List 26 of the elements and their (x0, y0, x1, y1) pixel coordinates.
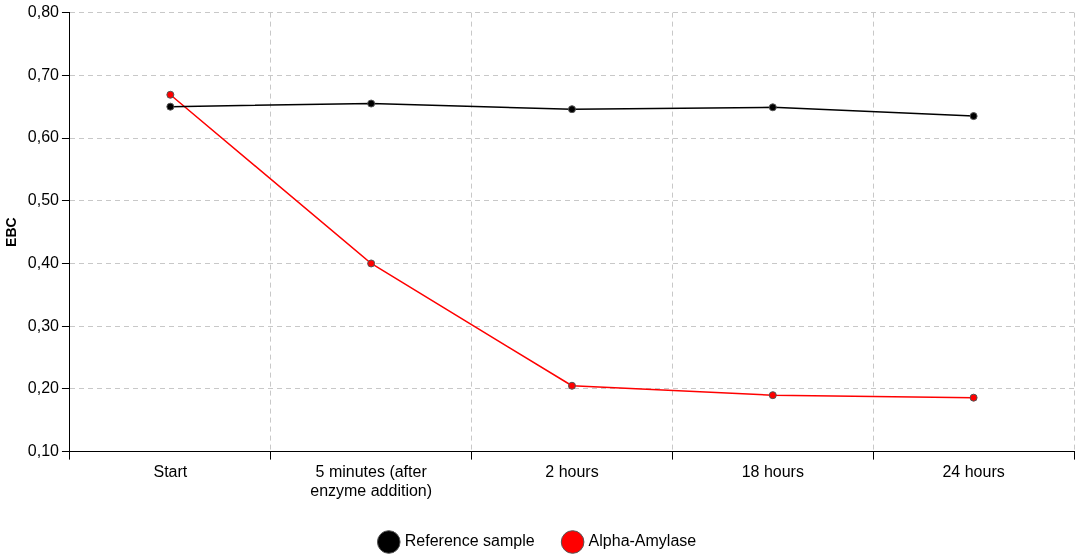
legend-label: Reference sample (404, 532, 535, 550)
y-tick-label: 0,40 (27, 253, 60, 271)
point (166, 102, 175, 111)
point (768, 391, 777, 400)
point (166, 90, 175, 99)
point (768, 103, 777, 112)
y-tick-label: 0,20 (27, 379, 60, 397)
y-tick-label: 0,70 (27, 65, 60, 83)
point (567, 105, 576, 114)
y-tick-label: 0,10 (27, 442, 60, 460)
x-tick-label: 5 minutes (after enzyme addition) (310, 462, 433, 499)
y-tick-label: 0,60 (27, 128, 60, 146)
legend-label: Alpha-Amylase (588, 532, 697, 550)
y-axis-title: EBC (3, 217, 20, 247)
point (567, 381, 576, 390)
point (969, 112, 978, 121)
x-tick-label: 24 hours (942, 462, 1005, 480)
x-tick-label: 2 hours (545, 462, 599, 480)
x-tick-label: Start (153, 462, 188, 480)
point (367, 259, 376, 268)
point (969, 393, 978, 402)
x-tick-label: 18 hours (741, 462, 804, 480)
y-tick-label: 0,30 (27, 316, 60, 334)
y-tick-label: 0,80 (27, 3, 60, 21)
point (367, 99, 376, 108)
y-tick-label: 0,50 (27, 191, 60, 209)
